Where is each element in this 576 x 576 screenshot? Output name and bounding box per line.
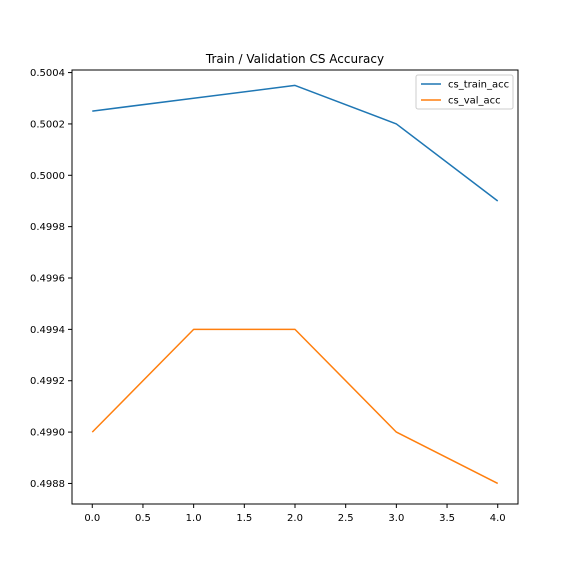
x-tick-label: 0.5 bbox=[135, 513, 151, 524]
x-tick-label: 2.0 bbox=[287, 513, 303, 524]
x-tick-label: 4.0 bbox=[490, 513, 506, 524]
y-tick-label: 0.5002 bbox=[30, 119, 65, 130]
legend-label: cs_train_acc bbox=[448, 80, 509, 91]
x-tick-label: 0.0 bbox=[84, 513, 100, 524]
y-tick-label: 0.4998 bbox=[30, 222, 65, 233]
y-tick-label: 0.4994 bbox=[30, 325, 65, 336]
y-tick-label: 0.5000 bbox=[30, 171, 65, 182]
x-tick-label: 3.0 bbox=[388, 513, 404, 524]
legend-label: cs_val_acc bbox=[448, 96, 501, 107]
y-tick-label: 0.5004 bbox=[30, 68, 65, 79]
y-tick-label: 0.4992 bbox=[30, 376, 65, 387]
x-tick-label: 2.5 bbox=[338, 513, 354, 524]
y-tick-label: 0.4996 bbox=[30, 274, 65, 285]
x-tick-label: 3.5 bbox=[439, 513, 455, 524]
x-tick-label: 1.0 bbox=[186, 513, 202, 524]
x-tick-label: 1.5 bbox=[236, 513, 252, 524]
chart-title: Train / Validation CS Accuracy bbox=[205, 52, 384, 66]
legend: cs_train_acc cs_val_acc bbox=[416, 75, 513, 109]
y-tick-label: 0.4990 bbox=[30, 428, 65, 439]
y-tick-label: 0.4988 bbox=[30, 479, 65, 490]
